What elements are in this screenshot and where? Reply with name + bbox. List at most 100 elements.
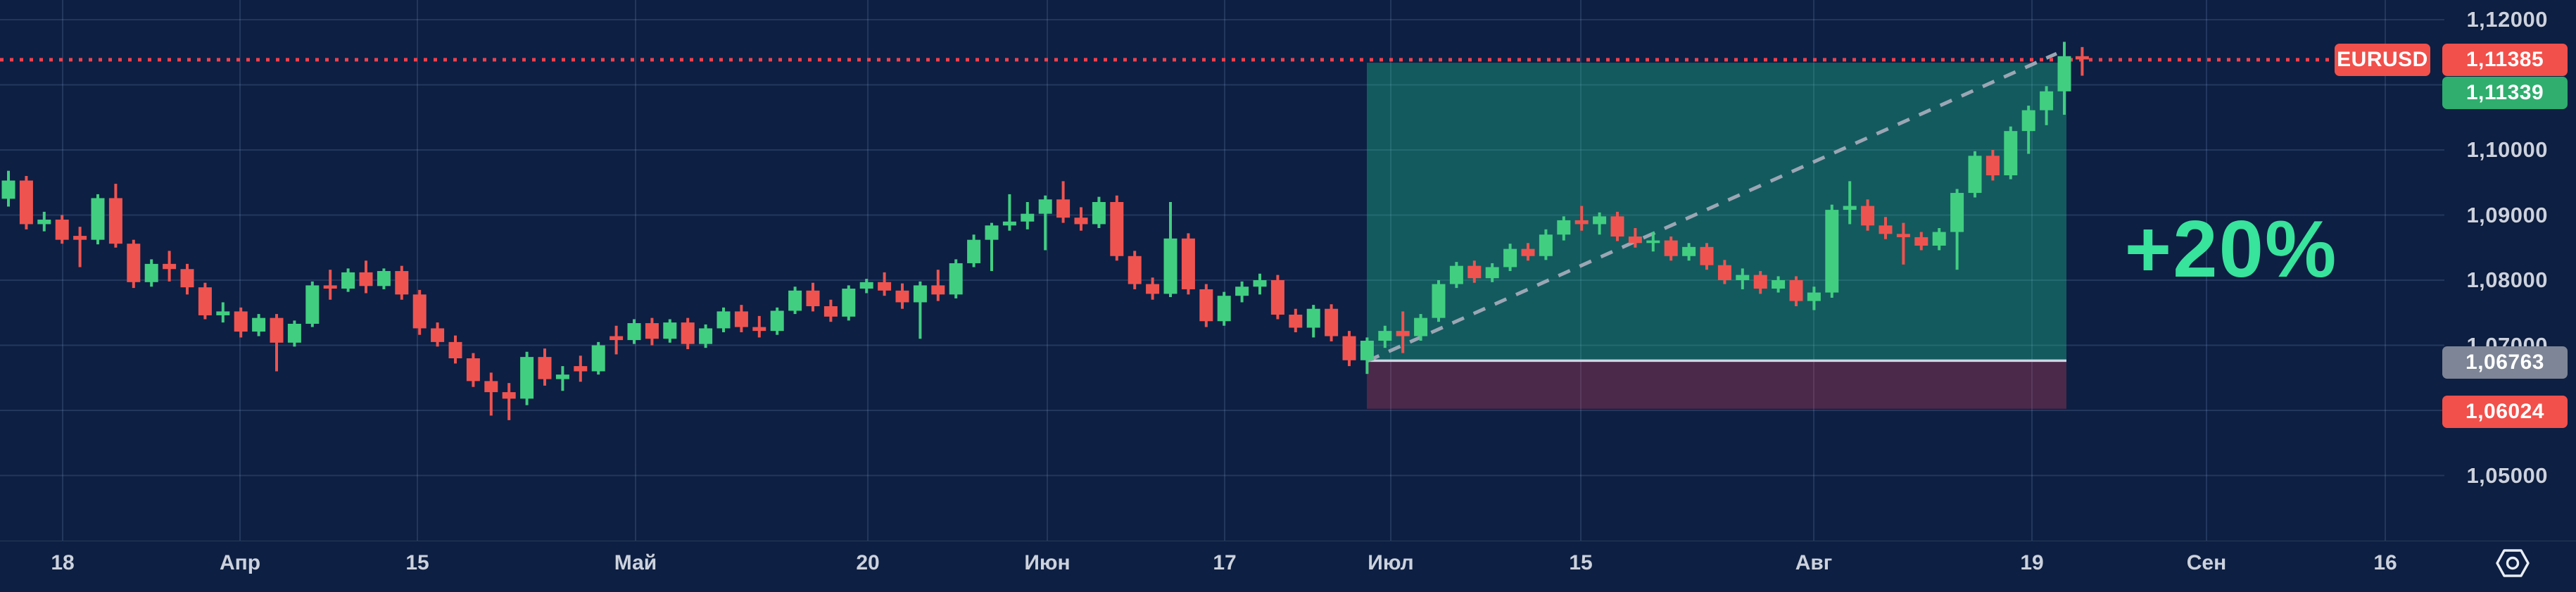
y-axis-tick: 1,08000 (2466, 267, 2548, 292)
candle (1682, 243, 1696, 261)
candle (341, 268, 355, 292)
candle (1736, 268, 1750, 289)
y-axis-tick: 1,10000 (2466, 137, 2548, 162)
candle (91, 194, 105, 245)
candle (1289, 308, 1303, 332)
candle (448, 335, 462, 364)
candle (699, 324, 713, 348)
candle (1056, 181, 1071, 223)
y-axis-tick: 1,12000 (2466, 7, 2548, 32)
x-axis-tick: 18 (51, 551, 75, 574)
candle (1467, 260, 1482, 283)
candle (878, 272, 892, 296)
axis-settings-button[interactable] (2494, 546, 2531, 580)
x-axis-tick: Сен (2186, 551, 2227, 574)
x-axis-tick: 15 (405, 551, 429, 574)
candle (1843, 181, 1857, 225)
target-price-label: 1,11339 (2442, 76, 2568, 109)
candle (395, 265, 409, 300)
x-axis-tick: 15 (1569, 551, 1593, 574)
candle (1574, 206, 1589, 231)
candle (591, 341, 605, 375)
candle (1628, 228, 1642, 248)
candle (502, 383, 516, 420)
symbol-label: EURUSD (2335, 43, 2430, 76)
candle (1879, 217, 1893, 239)
candle (1825, 204, 1839, 298)
candle (466, 353, 480, 387)
candle (305, 281, 320, 327)
candle (163, 251, 177, 282)
candle (252, 314, 266, 336)
x-axis-tick: Апр (219, 551, 261, 574)
candle (1593, 212, 1607, 235)
candle (1306, 305, 1320, 338)
candles (1, 42, 2089, 420)
profit-annotation[interactable]: +20% (2124, 205, 2338, 294)
candle (1414, 314, 1428, 341)
candle (108, 184, 122, 248)
current-price-label: 1,11385 (2442, 43, 2568, 76)
grid (0, 0, 2444, 541)
candle (37, 211, 51, 232)
candle (2040, 86, 2054, 125)
candle (1914, 232, 1928, 251)
candle (716, 307, 731, 332)
candle (1968, 151, 1982, 198)
candle (788, 286, 802, 315)
candle (645, 317, 659, 346)
candle (1021, 202, 1035, 229)
candle (1950, 189, 1964, 270)
candle (1038, 195, 1052, 251)
candle (1110, 195, 1124, 261)
candle (842, 285, 856, 321)
candle (1325, 304, 1339, 341)
candle (770, 307, 784, 335)
candle (1700, 243, 1714, 270)
candle (538, 348, 552, 386)
candle (127, 239, 141, 289)
gear-icon (2496, 549, 2530, 577)
candle (823, 299, 838, 322)
candle (1449, 262, 1463, 289)
candle (681, 317, 695, 350)
candle (1074, 207, 1088, 231)
stop-zone[interactable] (1367, 360, 2066, 409)
entry-price-label: 1,06763 (2442, 346, 2568, 379)
candle (806, 282, 820, 312)
x-axis-tick: Авг (1795, 551, 1833, 574)
candle (1772, 276, 1786, 293)
candle (1342, 331, 1356, 367)
candle (377, 268, 391, 289)
candle (287, 320, 301, 347)
candle (895, 283, 909, 309)
candle (949, 259, 963, 298)
x-axis-tick: Май (614, 551, 657, 574)
candle (359, 260, 373, 294)
candle (1717, 260, 1731, 284)
candle (1002, 194, 1016, 231)
candle (1807, 286, 1821, 310)
candle (985, 222, 999, 272)
stop-price-label: 1,06024 (2442, 395, 2568, 428)
time-axis[interactable]: 18 Апр 15 Май 20 Июн 17 Июл 15 Авг 19 Сен 16 (0, 541, 2576, 592)
candle (1753, 271, 1767, 294)
x-axis-tick: Июл (1368, 551, 1414, 574)
candle (1378, 325, 1392, 348)
candle (1503, 244, 1517, 272)
candle (1664, 237, 1678, 261)
candle (1146, 277, 1160, 300)
candle (859, 279, 873, 294)
candle (1985, 150, 2000, 181)
candle (323, 270, 337, 300)
candle (1539, 229, 1553, 260)
candle (734, 305, 748, 332)
candle (270, 314, 284, 372)
candle (2075, 46, 2089, 76)
candle (180, 263, 194, 295)
trend-line[interactable] (1366, 51, 2058, 363)
candle (1557, 216, 1571, 241)
x-axis-tick: Июн (1024, 551, 1071, 574)
